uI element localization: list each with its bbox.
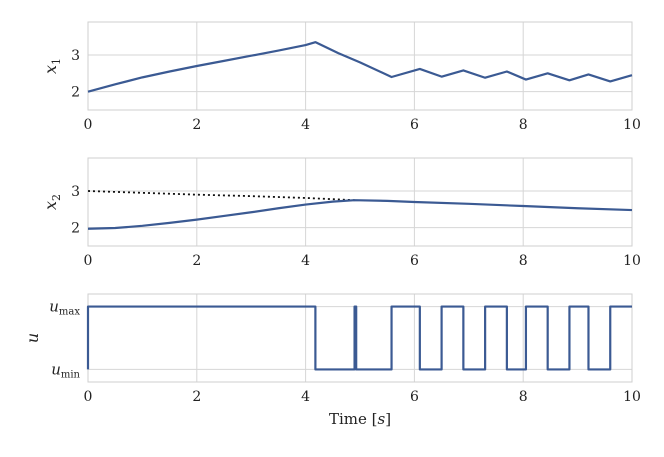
x-tick-label: 8 [519,117,528,133]
x-tick-label: 4 [301,253,310,269]
x-tick-label: 0 [84,253,93,269]
x-axis-label: Time [s] [329,410,391,428]
reference-line [87,190,355,202]
x-tick-label: 8 [519,389,528,405]
x-tick-label: 10 [623,253,641,269]
plot-frame [87,21,633,111]
y-axis-label: x1 [41,58,63,74]
y-axis-label: u [23,333,42,343]
x-tick-label: 0 [84,117,93,133]
x-tick-label: 10 [623,117,641,133]
y-axis-label: x2 [41,194,63,210]
series-line [87,41,633,93]
series-line [86,305,632,371]
x-tick-label: 4 [301,117,310,133]
x-tick-label: 6 [410,117,419,133]
x-tick-label: 6 [410,253,419,269]
y-tick-label: 2 [71,85,80,101]
x-tick-label: 0 [84,389,93,405]
y-tick-label: 3 [71,184,80,200]
x-tick-label: 2 [192,389,201,405]
y-tick-label: 2 [71,221,80,237]
x-tick-label: 2 [192,253,201,269]
y-tick-label: umax [49,298,80,318]
x-tick-label: 8 [519,253,528,269]
series-line [87,199,633,230]
plot-frame [87,157,633,247]
x-tick-label: 4 [301,389,310,405]
panel-3: 0 2 4 6 8 10 umax umin u Time [s] [23,293,641,428]
y-tick-label: 3 [71,48,80,64]
x-tick-label: 2 [192,117,201,133]
x-tick-label: 10 [623,389,641,405]
x-tick-label: 6 [410,389,419,405]
y-tick-label: umin [51,360,80,380]
